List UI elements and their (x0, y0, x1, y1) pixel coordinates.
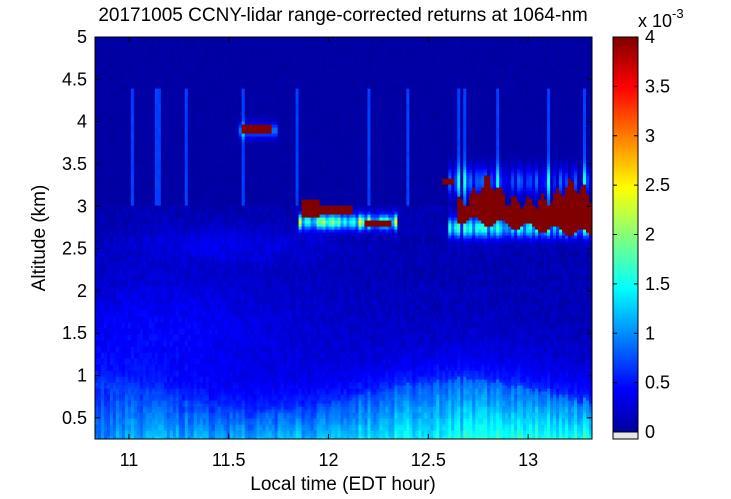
plot-area (95, 37, 593, 440)
chart-title: 20171005 CCNY-lidar range-corrected retu… (98, 5, 587, 26)
lidar-figure: 20171005 CCNY-lidar range-corrected retu… (0, 0, 731, 499)
heatmap (95, 37, 593, 440)
